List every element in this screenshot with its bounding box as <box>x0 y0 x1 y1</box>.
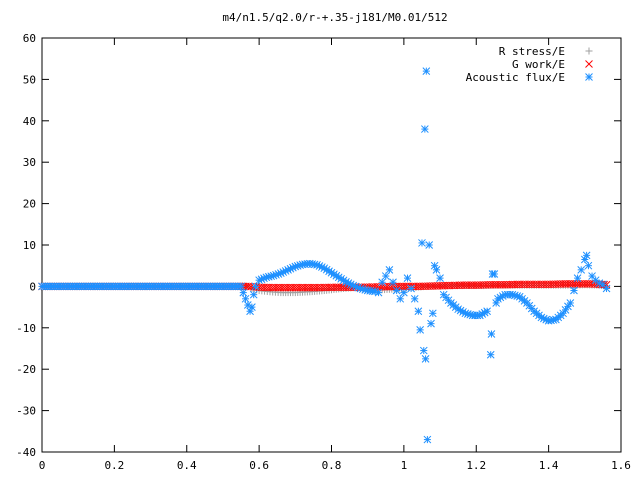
data-point <box>416 326 425 334</box>
data-point <box>418 239 426 247</box>
x-tick-label: 0.6 <box>249 459 269 472</box>
y-tick-label: 20 <box>23 198 36 211</box>
x-tick-label: 0 <box>39 459 46 472</box>
data-point <box>389 278 397 287</box>
y-tick-label: -40 <box>16 446 36 459</box>
data-point <box>419 346 428 355</box>
data-point <box>432 265 441 274</box>
data-point <box>573 274 582 282</box>
data-point <box>584 261 593 270</box>
series-2 <box>38 67 611 444</box>
x-tick-label: 1 <box>401 459 408 472</box>
y-tick-label: -10 <box>16 322 36 335</box>
data-point <box>486 350 495 359</box>
data-point <box>378 278 387 287</box>
data-point <box>385 265 394 274</box>
data-point <box>403 274 412 282</box>
legend-marker <box>585 73 593 81</box>
axes: 0 0.2 0.4 0.6 0.8 1 1.2 1.4 1.6 -40 -30 -20 -10 0 10 20… <box>16 32 631 472</box>
data-point <box>421 354 430 363</box>
x-tick-label: 1.4 <box>539 459 559 472</box>
y-tick-label: 60 <box>23 32 36 45</box>
data-point <box>320 264 329 273</box>
data-point <box>410 294 419 303</box>
data-point <box>483 307 491 316</box>
data-point <box>392 286 401 295</box>
x-tick-label: 0.8 <box>322 459 342 472</box>
y-tick-label: 30 <box>23 156 36 169</box>
chart-title: m4/n1.5/q2.0/r-+.35-j181/M0.01/512 <box>222 11 447 24</box>
y-tick-label: -30 <box>16 405 36 418</box>
data-point <box>566 299 575 307</box>
data-point <box>239 288 248 297</box>
legend-label: R stress/E <box>499 45 565 58</box>
data-point <box>237 282 245 291</box>
x-tick-label: 1.6 <box>611 459 631 472</box>
data-point <box>381 272 390 280</box>
legend-marker <box>585 60 593 68</box>
data-point <box>561 306 570 314</box>
data-point <box>425 241 434 249</box>
data-point <box>241 294 250 303</box>
data-point <box>374 288 383 297</box>
plot-frame <box>41 37 622 453</box>
data-point <box>414 307 423 316</box>
data-point <box>246 307 254 316</box>
data-point <box>591 276 600 285</box>
y-tick-label: 10 <box>23 239 36 252</box>
legend-marker <box>585 47 593 55</box>
data-point <box>436 274 444 282</box>
data-point <box>423 435 432 444</box>
y-tick-label: 50 <box>23 73 36 86</box>
data-point <box>490 270 499 278</box>
data-point <box>396 294 405 303</box>
data-point <box>248 303 256 311</box>
x-tick-label: 0.2 <box>104 459 124 472</box>
data-point <box>249 290 258 299</box>
data-point <box>582 251 591 260</box>
data-point <box>602 284 611 293</box>
data-point <box>422 67 431 75</box>
data-point <box>570 286 578 295</box>
data-point <box>430 261 439 270</box>
data-point <box>400 288 408 297</box>
legend-label: Acoustic flux/E <box>466 71 565 84</box>
data-point <box>428 309 437 318</box>
x-tick-label: 1.2 <box>466 459 486 472</box>
y-tick-label: 0 <box>29 280 36 293</box>
data-point <box>421 125 429 133</box>
data-point <box>577 265 586 274</box>
data-point <box>487 330 496 338</box>
data-points <box>38 67 611 444</box>
x-tick-label: 0.4 <box>177 459 197 472</box>
data-point <box>251 282 260 291</box>
data-point <box>427 319 435 328</box>
y-tick-label: -20 <box>16 363 36 376</box>
y-tick-label: 40 <box>23 115 36 128</box>
data-point <box>407 284 415 293</box>
legend-label: G work/E <box>512 58 565 71</box>
